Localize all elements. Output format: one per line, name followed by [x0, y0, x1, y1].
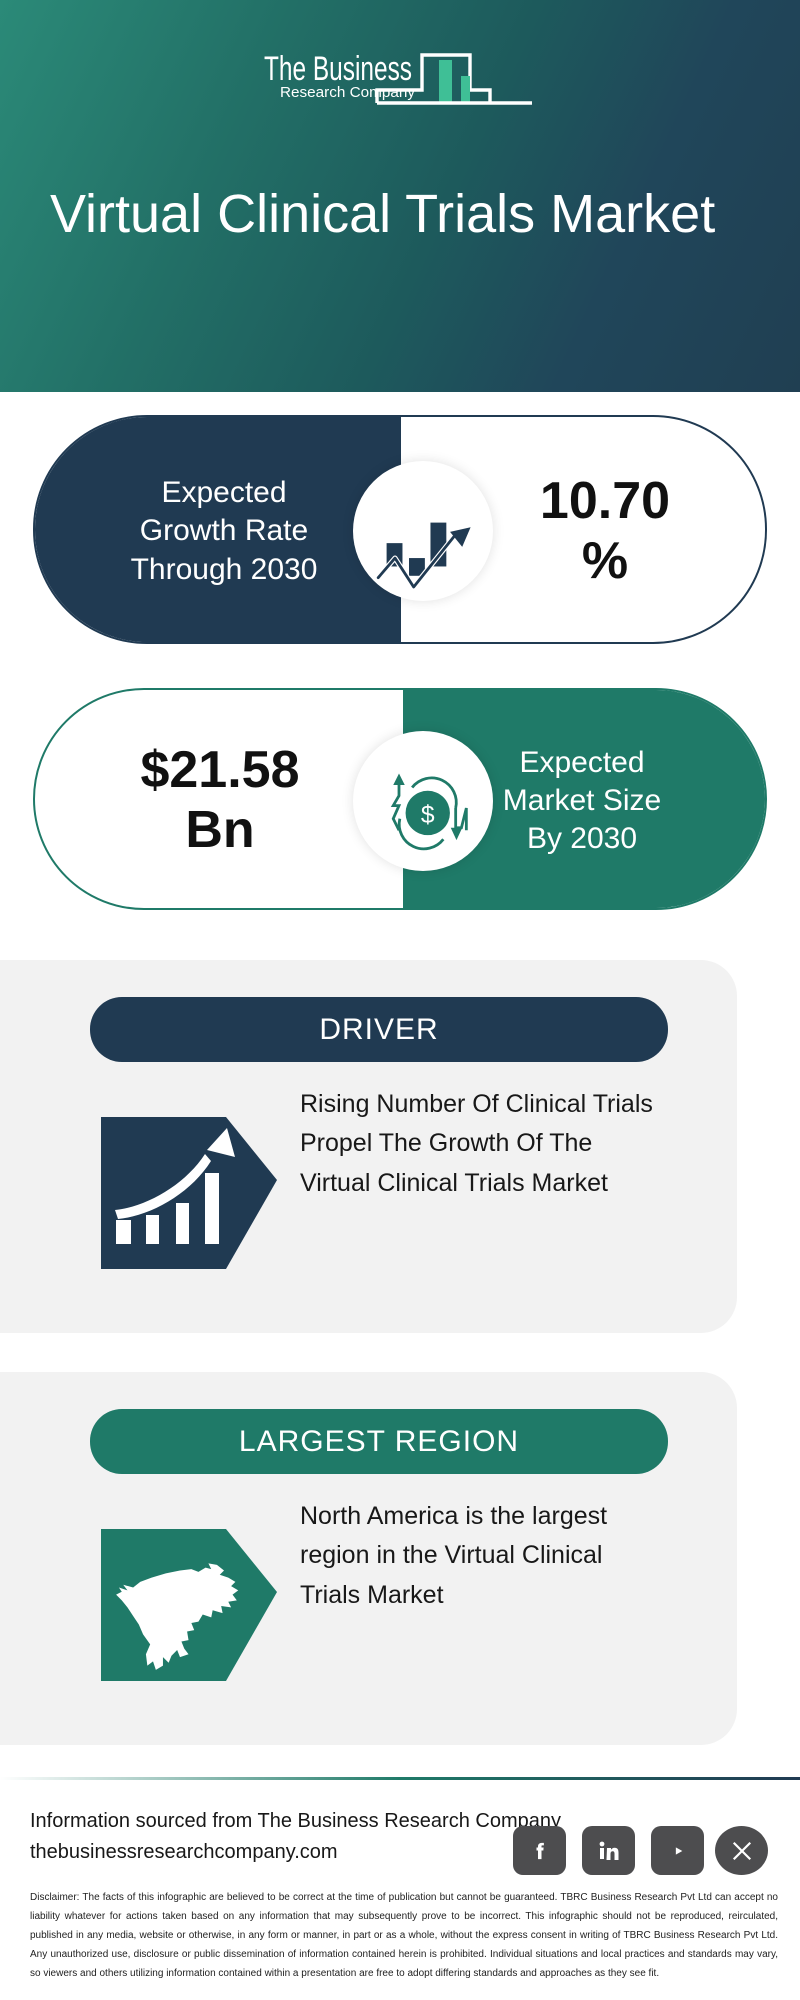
svg-text:The Business: The Business [264, 50, 412, 88]
svg-text:Research Company: Research Company [280, 84, 416, 101]
